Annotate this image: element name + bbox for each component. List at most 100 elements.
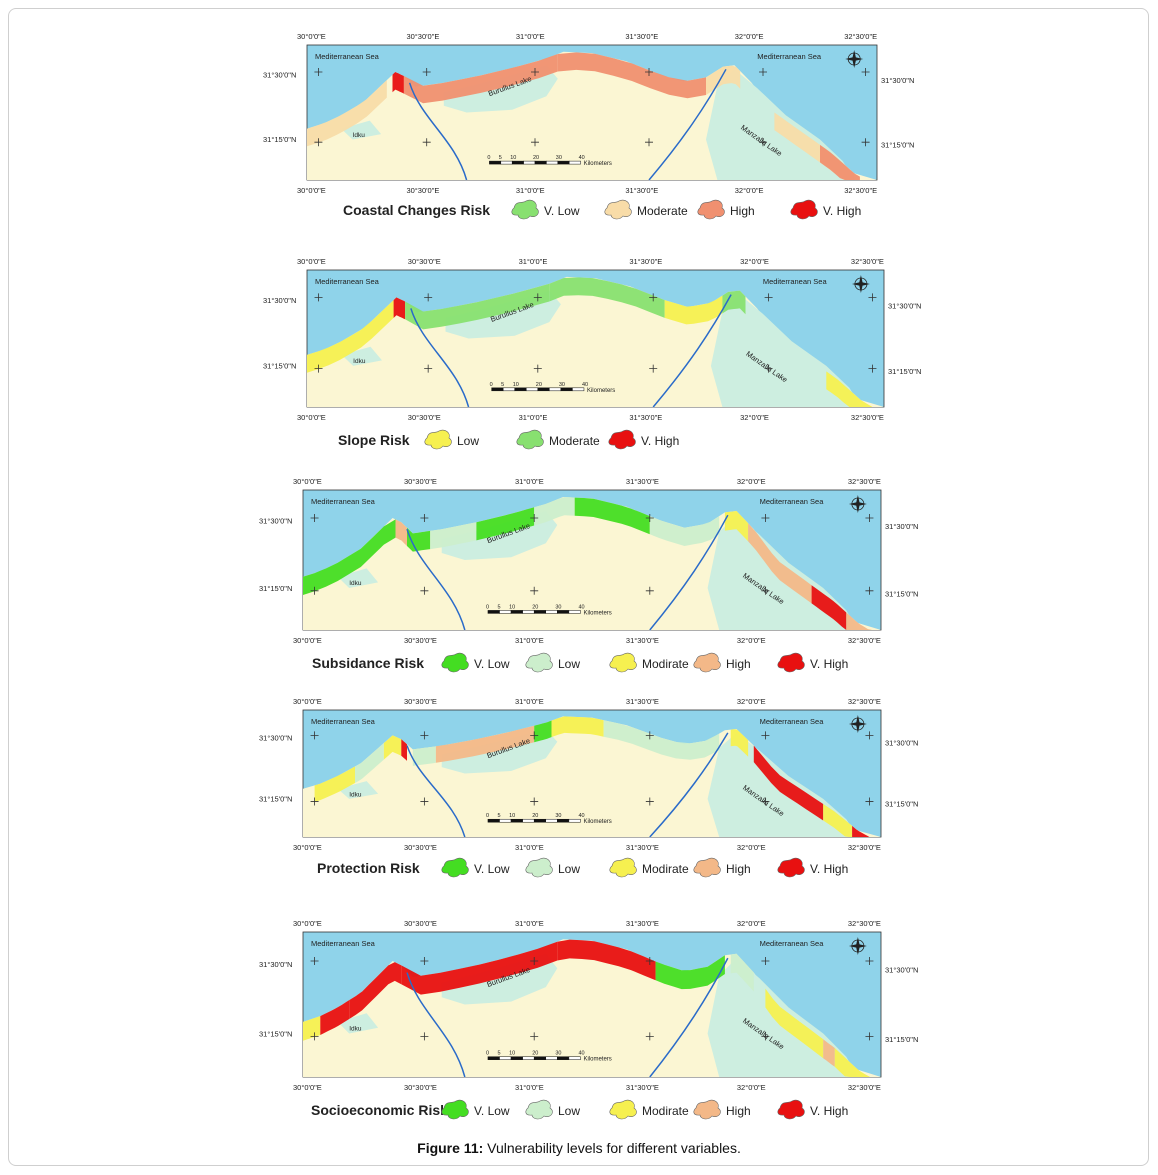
graticule-cross: [645, 797, 654, 806]
caption-text: Vulnerability levels for different varia…: [487, 1140, 741, 1156]
scale-tick-label: 20: [532, 604, 538, 610]
scale-bar-segment: [522, 818, 535, 823]
legend-swatch: [609, 652, 637, 673]
lon-label-top: 30°0'0"E: [293, 477, 322, 486]
legend-title: Coastal Changes Risk: [343, 202, 490, 218]
graticule-cross: [530, 514, 539, 522]
scale-bar-segment: [511, 160, 524, 165]
lat-label-right: 31°15'0"N: [885, 1035, 918, 1044]
lon-label-bottom: 32°0'0"E: [737, 1083, 766, 1092]
risk-band-segment: [393, 297, 406, 320]
idku-lake: [337, 568, 379, 588]
scale-bar-segment: [489, 160, 502, 165]
lon-label-top: 30°30'0"E: [406, 32, 439, 41]
lon-label-bottom: 30°0'0"E: [297, 186, 326, 195]
risk-band-segment: [407, 527, 431, 552]
graticule-cross: [533, 293, 542, 302]
graticule-cross: [420, 731, 429, 740]
scale-bar-segment: [491, 387, 504, 392]
graticule-cross: [533, 364, 542, 373]
graticule-cross: [645, 731, 654, 740]
risk-band-segment: [401, 739, 407, 761]
risk-band-segment: [706, 65, 741, 95]
lat-label-right: 31°15'0"N: [885, 589, 918, 598]
map-panel-4: 30°0'0"E 30°0'0"E 30°30'0"E 30°30'0"E 31°0'0…: [259, 697, 918, 878]
scale-bar-segment: [557, 160, 570, 165]
graticule-cross: [865, 731, 874, 740]
north-arrow-icon: [845, 50, 864, 68]
sea-label-west: Mediterranean Sea: [315, 52, 380, 61]
scale-bar-segment: [522, 610, 535, 614]
scale-tick-label: 10: [509, 604, 515, 610]
scale-bar-segment: [533, 818, 547, 823]
lon-label-top: 32°0'0"E: [737, 697, 766, 706]
legend-swatch: [693, 857, 721, 878]
lon-label-top: 30°0'0"E: [293, 697, 322, 706]
scale-unit-label: Kilometers: [584, 161, 612, 167]
river-rosetta: [406, 972, 466, 1078]
lon-label-top: 31°30'0"E: [625, 32, 658, 41]
graticule-cross: [422, 138, 431, 147]
risk-band-segment: [430, 522, 477, 550]
scale-tick-label: 30: [556, 155, 562, 161]
scale-bar-segment: [534, 160, 547, 165]
scale-bar-segment: [557, 610, 570, 614]
map-panel-5: 30°0'0"E 30°0'0"E 30°30'0"E 30°30'0"E 31°0'0…: [259, 919, 918, 1120]
legend-swatch: [777, 857, 805, 878]
lon-label-bottom: 32°30'0"E: [848, 1083, 881, 1092]
lon-label-bottom: 30°30'0"E: [404, 1083, 437, 1092]
graticule-cross: [420, 957, 429, 965]
lon-label-bottom: 31°30'0"E: [625, 186, 658, 195]
graticule-cross: [310, 731, 319, 740]
river-rosetta: [410, 308, 470, 408]
lat-label-left: 31°15'0"N: [259, 584, 292, 593]
lat-label-right: 31°30'0"N: [888, 301, 921, 310]
lon-label-bottom: 31°30'0"E: [626, 843, 659, 852]
risk-band-segment: [834, 1048, 876, 1077]
legend-swatch: [604, 199, 632, 220]
sea-label-east: Mediterranean Sea: [757, 52, 822, 61]
legend-label: High: [726, 657, 751, 671]
legend-label: V. High: [641, 434, 679, 448]
graticule-cross: [865, 957, 874, 965]
caption-label: Figure 11:: [417, 1140, 484, 1156]
scale-tick-label: 0: [486, 1051, 489, 1057]
sea-label-east: Mediterranean Sea: [760, 939, 825, 948]
graticule-cross: [310, 514, 319, 522]
lon-label-bottom: 32°30'0"E: [848, 636, 881, 645]
risk-band-segment: [383, 735, 402, 760]
lat-label-left: 31°15'0"N: [259, 1029, 292, 1038]
lon-label-bottom: 32°30'0"E: [851, 413, 884, 422]
graticule-cross: [420, 586, 429, 595]
graticule-cross: [314, 68, 323, 76]
river-rosetta: [406, 745, 466, 838]
graticule-cross: [865, 514, 874, 522]
legend-swatch: [697, 199, 725, 220]
legend-label: Modirate: [642, 1104, 689, 1118]
legend-swatch: [511, 199, 539, 220]
graticule-cross: [868, 364, 877, 373]
lon-label-bottom: 32°0'0"E: [737, 636, 766, 645]
north-arrow-icon: [848, 495, 867, 513]
scale-tick-label: 0: [490, 382, 493, 388]
scale-bar-segment: [523, 160, 536, 165]
sea-label-east: Mediterranean Sea: [760, 717, 825, 726]
risk-band-segment: [655, 955, 725, 990]
lon-label-bottom: 31°30'0"E: [626, 636, 659, 645]
lat-label-left: 31°30'0"N: [263, 296, 296, 305]
river-damietta: [649, 957, 729, 1078]
town-label-idku: Idku: [349, 791, 362, 798]
lon-label-top: 32°0'0"E: [737, 919, 766, 928]
graticule-cross: [645, 586, 654, 595]
scale-tick-label: 5: [498, 604, 501, 610]
scale-unit-label: Kilometers: [583, 1057, 611, 1063]
lon-label-top: 30°30'0"E: [404, 477, 437, 486]
town-label-idku: Idku: [349, 580, 362, 587]
risk-band-segment: [549, 277, 665, 318]
maps-svg: 30°0'0"E 30°0'0"E 30°30'0"E 30°30'0"E 31°0'0…: [259, 32, 921, 1120]
graticule-cross: [649, 293, 658, 302]
scale-bar-segment: [522, 1056, 535, 1060]
risk-band-segment: [392, 72, 404, 94]
graticule-cross: [761, 797, 770, 806]
legend-label: V. High: [810, 862, 848, 876]
